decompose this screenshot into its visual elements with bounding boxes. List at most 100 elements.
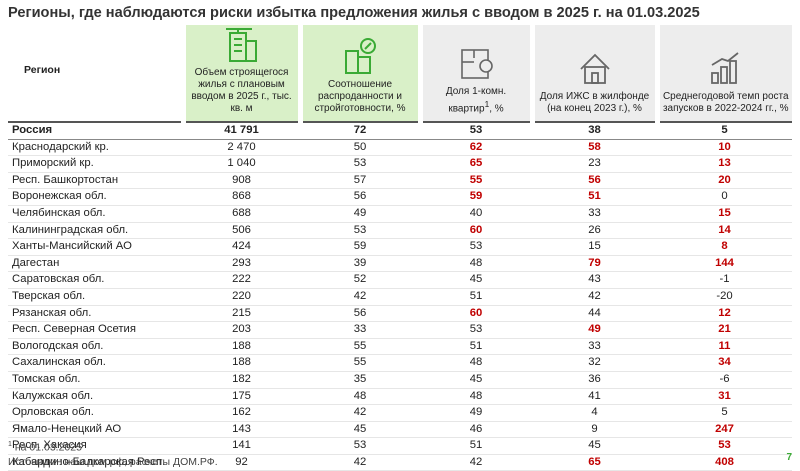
region-cell: Челябинская обл. xyxy=(8,205,183,223)
value-cell: 23 xyxy=(532,155,657,173)
value-cell: 50 xyxy=(300,139,420,157)
column-header: Регион xyxy=(8,25,183,122)
value-cell: 48 xyxy=(420,255,532,273)
region-cell: Тверская обл. xyxy=(8,288,183,306)
value-cell: 175 xyxy=(183,388,300,406)
value-cell: 31 xyxy=(657,388,792,406)
value-cell: 182 xyxy=(183,371,300,389)
value-cell: 12 xyxy=(657,305,792,323)
value-cell: 33 xyxy=(532,205,657,223)
region-cell: Сахалинская обл. xyxy=(8,354,183,372)
value-cell: 48 xyxy=(300,388,420,406)
value-cell: 49 xyxy=(420,404,532,422)
column-header: Соотношение распроданности и стройготовн… xyxy=(297,25,420,122)
table-row: Респ. Северная Осетия 203 33 53 49 21 xyxy=(8,321,792,339)
value-cell: 43 xyxy=(532,271,657,289)
table-row: Краснодарский кр. 2 470 50 62 58 10 xyxy=(8,139,792,157)
region-cell: Респ. Хакасия xyxy=(8,437,183,455)
value-cell: 35 xyxy=(300,371,420,389)
table-row: Респ. Хакасия 141 53 51 45 53 xyxy=(8,437,792,455)
header-row: Регион Объем строящегося жилья с плановы… xyxy=(8,25,792,122)
value-cell: 36 xyxy=(532,371,657,389)
footnote-mark: 1 xyxy=(484,98,490,109)
region-cell: Саратовская обл. xyxy=(8,271,183,289)
table-row: Вологодская обл. 188 55 51 33 11 xyxy=(8,338,792,356)
region-cell: Ямало-Ненецкий АО xyxy=(8,421,183,439)
table-row: Приморский кр. 1 040 53 65 23 13 xyxy=(8,155,792,173)
value-cell: 14 xyxy=(657,222,792,240)
header-text: Регион xyxy=(24,64,61,76)
column-header: Среднегодовой темп роста запусков в 2022… xyxy=(654,25,792,122)
value-cell: 42 xyxy=(300,454,420,471)
region-cell: Воронежская обл. xyxy=(8,188,183,206)
page-number: 7 xyxy=(786,452,792,463)
value-cell: -6 xyxy=(657,371,792,389)
data-table: Регион Объем строящегося жилья с плановы… xyxy=(8,25,792,471)
value-cell: 203 xyxy=(183,321,300,339)
value-cell: 51 xyxy=(532,188,657,206)
value-cell: 8 xyxy=(657,238,792,256)
value-cell: 2 470 xyxy=(183,139,300,157)
header-text: Доля ИЖС в жилфонде (на конец 2023 г.), … xyxy=(539,91,650,114)
value-cell: 9 xyxy=(532,421,657,439)
value-cell: 868 xyxy=(183,188,300,206)
value-cell: 38 xyxy=(532,120,657,140)
value-cell: 688 xyxy=(183,205,300,223)
value-cell: 20 xyxy=(657,172,792,190)
value-cell: 56 xyxy=(300,188,420,206)
icon-building xyxy=(225,28,257,62)
value-cell: 21 xyxy=(657,321,792,339)
value-cell: 908 xyxy=(183,172,300,190)
table-row: Тверская обл. 220 42 51 42 -20 xyxy=(8,288,792,306)
value-cell: 5 xyxy=(657,404,792,422)
region-cell: Орловская обл. xyxy=(8,404,183,422)
table-row: Дагестан 293 39 48 79 144 xyxy=(8,255,792,273)
table-row: Рязанская обл. 215 56 60 44 12 xyxy=(8,305,792,323)
value-cell: 247 xyxy=(657,421,792,439)
value-cell: 26 xyxy=(532,222,657,240)
table-row: Сахалинская обл. 188 55 48 32 34 xyxy=(8,354,792,372)
footnote-text: Источники: наш.дом.рф, расчеты ДОМ.РФ. xyxy=(8,456,218,468)
value-cell: 293 xyxy=(183,255,300,273)
table-row: Калужская обл. 175 48 48 41 31 xyxy=(8,388,792,406)
value-cell: 42 xyxy=(300,404,420,422)
value-cell: 79 xyxy=(532,255,657,273)
value-cell: -20 xyxy=(657,288,792,306)
value-cell: 46 xyxy=(420,421,532,439)
header-text: Доля 1-комн. квартир xyxy=(445,85,507,114)
value-cell: 143 xyxy=(183,421,300,439)
value-cell: 58 xyxy=(532,139,657,157)
value-cell: 44 xyxy=(532,305,657,323)
region-cell: Кабардино-Балкарская Респ. xyxy=(8,454,183,471)
table-row: Кабардино-Балкарская Респ. 92 42 42 65 408 xyxy=(8,454,792,471)
value-cell: 33 xyxy=(300,321,420,339)
table-row: Челябинская обл. 688 49 40 33 15 xyxy=(8,205,792,223)
value-cell: 52 xyxy=(300,271,420,289)
value-cell: 53 xyxy=(420,238,532,256)
value-cell: 56 xyxy=(300,305,420,323)
table-row: Ямало-Ненецкий АО 143 45 46 9 247 xyxy=(8,421,792,439)
value-cell: 34 xyxy=(657,354,792,372)
value-cell: 222 xyxy=(183,271,300,289)
value-cell: 424 xyxy=(183,238,300,256)
region-cell: Приморский кр. xyxy=(8,155,183,173)
column-header: Доля 1-комн. квартир1, % xyxy=(417,25,532,122)
value-cell: 162 xyxy=(183,404,300,422)
value-cell: 45 xyxy=(420,371,532,389)
value-cell: 39 xyxy=(300,255,420,273)
table-row: Калининградская обл. 506 53 60 26 14 xyxy=(8,222,792,240)
value-cell: 41 xyxy=(532,388,657,406)
table-row: Россия 41 791 72 53 38 5 xyxy=(8,120,792,140)
value-cell: 188 xyxy=(183,338,300,356)
value-cell: 51 xyxy=(420,288,532,306)
region-cell: Респ. Башкортостан xyxy=(8,172,183,190)
region-cell: Вологодская обл. xyxy=(8,338,183,356)
column-header: Доля ИЖС в жилфонде (на конец 2023 г.), … xyxy=(529,25,657,122)
value-cell: 10 xyxy=(657,139,792,157)
icon-growth xyxy=(710,52,739,84)
value-cell: 11 xyxy=(657,338,792,356)
value-cell: 32 xyxy=(532,354,657,372)
value-cell: 188 xyxy=(183,354,300,372)
icon-floorplan xyxy=(461,48,493,79)
